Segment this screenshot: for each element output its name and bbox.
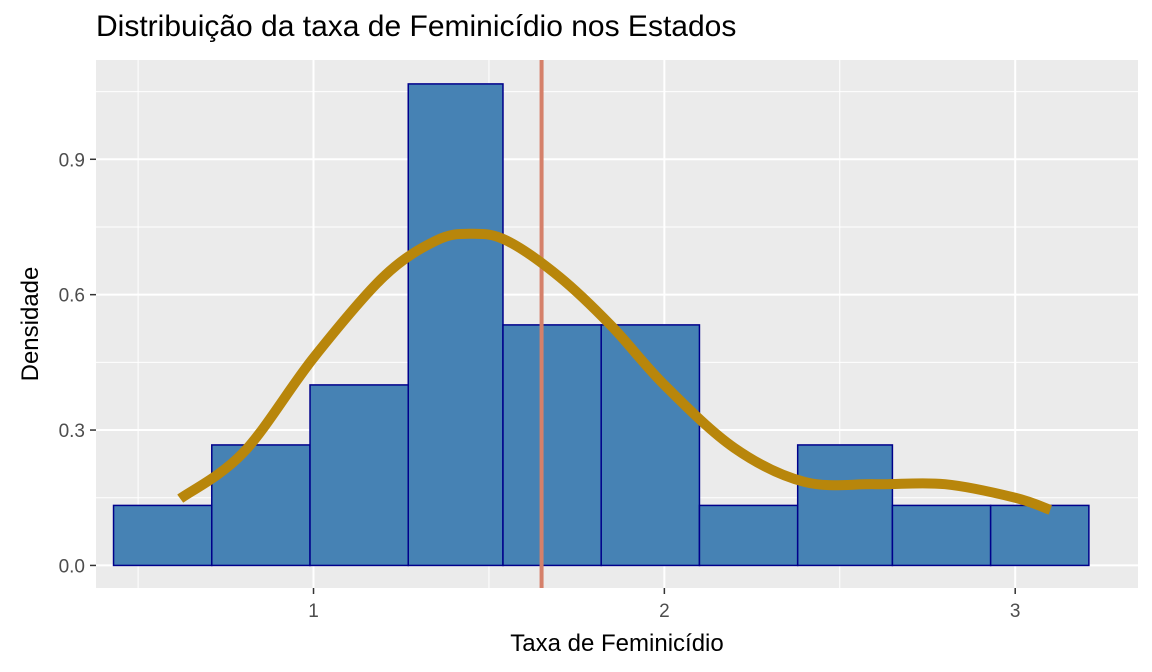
y-axis-title: Densidade bbox=[17, 267, 44, 382]
axis-ticks: 1 2 3 0.0 0.3 0.6 0.9 bbox=[59, 150, 1021, 622]
x-tick-label: 3 bbox=[1010, 601, 1021, 622]
x-axis-title: Taxa de Feminicídio bbox=[510, 630, 723, 657]
histogram-bar bbox=[891, 504, 992, 567]
histogram-bar bbox=[989, 504, 1090, 567]
x-tick-label: 1 bbox=[308, 601, 319, 622]
chart-title: Distribuição da taxa de Feminicídio nos … bbox=[96, 10, 737, 43]
y-tick-label: 0.6 bbox=[59, 286, 85, 307]
density-curve-layer bbox=[177, 228, 1053, 515]
histogram-bar bbox=[502, 324, 602, 567]
histogram-bar bbox=[698, 504, 799, 567]
y-tick-label: 0.0 bbox=[59, 556, 85, 577]
histogram-bar bbox=[309, 384, 409, 567]
histogram-bar bbox=[407, 83, 504, 567]
y-tick-label: 0.9 bbox=[59, 150, 85, 171]
histogram-bar bbox=[796, 444, 894, 567]
density-curve bbox=[177, 228, 1053, 515]
histogram-bar bbox=[112, 504, 213, 567]
x-tick-label: 2 bbox=[659, 601, 670, 622]
histogram-bar bbox=[600, 324, 701, 567]
y-tick-label: 0.3 bbox=[59, 421, 85, 442]
